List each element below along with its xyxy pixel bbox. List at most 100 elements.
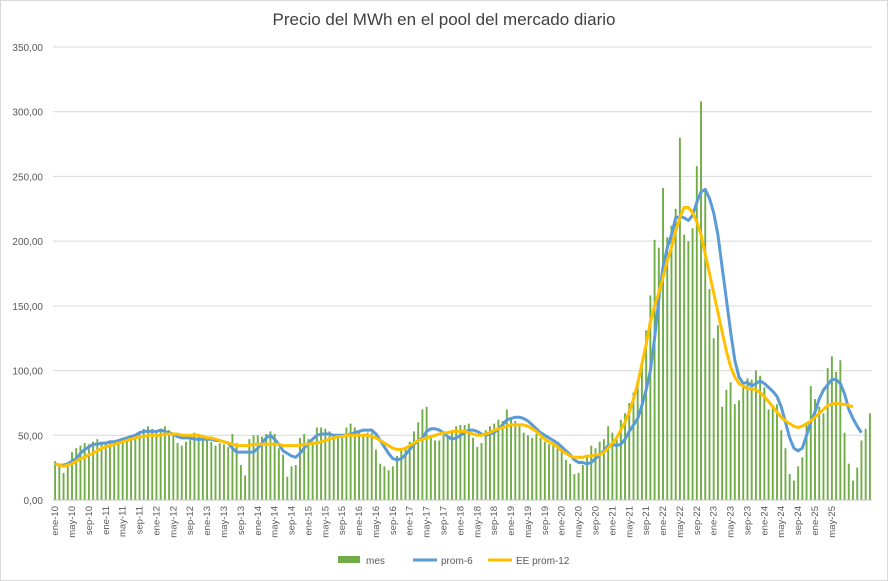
y-tick-label: 50,00 xyxy=(18,431,43,442)
bar-mes xyxy=(345,427,348,500)
bar-mes xyxy=(653,239,656,500)
x-tick-label: ene-19 xyxy=(506,506,517,536)
x-tick-label: sep-24 xyxy=(793,506,804,535)
x-tick-label: may-22 xyxy=(675,506,686,538)
bar-mes xyxy=(847,463,850,500)
bar-mes xyxy=(75,448,78,500)
bar-mes xyxy=(792,480,795,500)
x-tick-label: may-25 xyxy=(827,506,838,538)
bar-mes xyxy=(375,449,377,500)
y-tick-label: 250,00 xyxy=(12,172,43,183)
bar-mes xyxy=(602,439,605,500)
bar-mes xyxy=(227,446,230,500)
bar-mes xyxy=(315,427,318,500)
bar-mes xyxy=(518,426,521,500)
bar-mes xyxy=(421,409,424,500)
bar-mes xyxy=(809,386,812,500)
bar-mes xyxy=(417,422,420,500)
bar-mes xyxy=(636,383,639,500)
legend-label: mes xyxy=(366,556,385,567)
bar-mes xyxy=(66,466,69,500)
bar-mes xyxy=(71,452,73,500)
y-tick-label: 200,00 xyxy=(12,237,43,248)
bar-mes xyxy=(716,325,719,500)
x-tick-label: sep-15 xyxy=(337,506,348,535)
bar-mes xyxy=(683,234,686,500)
bar-mes xyxy=(763,387,766,500)
bar-mes xyxy=(704,189,707,500)
bar-mes xyxy=(839,360,842,500)
x-tick-label: sep-13 xyxy=(236,506,247,535)
bar-mes xyxy=(657,247,660,500)
bar-mes xyxy=(594,448,597,500)
bar-mes xyxy=(299,437,301,500)
bar-mes xyxy=(818,406,821,500)
bar-mes xyxy=(864,428,867,500)
bar-mes xyxy=(662,188,664,500)
bar-mes xyxy=(320,427,323,500)
bar-mes xyxy=(180,445,183,500)
bar-mes xyxy=(159,428,162,500)
line-ee-prom-12 xyxy=(54,206,854,468)
bar-mes xyxy=(138,431,141,500)
bar-mes xyxy=(814,399,816,500)
x-tick-label: sep-18 xyxy=(489,506,500,535)
x-tick-label: sep-11 xyxy=(135,506,146,534)
bar-mes xyxy=(62,472,65,500)
bar-mes xyxy=(269,431,272,500)
bar-mes xyxy=(214,445,217,500)
bar-mes xyxy=(303,433,306,500)
x-tick-label: sep-19 xyxy=(540,506,551,535)
bar-mes xyxy=(54,461,57,500)
bar-mes xyxy=(185,441,187,500)
bar-mes xyxy=(294,465,297,500)
bar-mes xyxy=(311,443,314,500)
x-tick-label: may-20 xyxy=(574,506,585,538)
bar-mes xyxy=(852,480,854,500)
bar-mes xyxy=(472,437,475,500)
x-tick-label: sep-12 xyxy=(185,506,196,535)
x-tick-label: ene-14 xyxy=(253,506,264,536)
x-tick-label: may-24 xyxy=(776,506,787,538)
bar-mes xyxy=(332,435,335,500)
bar-mes xyxy=(695,166,698,500)
bar-mes xyxy=(522,432,525,500)
chart-title: Precio del MWh en el pool del mercado di… xyxy=(272,10,616,29)
bar-mes xyxy=(611,432,614,500)
x-tick-label: may-14 xyxy=(270,506,281,538)
bar-mes xyxy=(484,430,487,500)
legend-label: EE prom-12 xyxy=(516,556,570,567)
bar-mes xyxy=(670,225,673,500)
x-tick-label: ene-20 xyxy=(557,506,568,536)
bar-mes xyxy=(113,440,116,500)
bar-mes xyxy=(822,413,825,500)
bar-mes xyxy=(543,441,546,500)
bar-mes xyxy=(805,424,808,500)
bar-mes xyxy=(746,378,749,500)
bar-mes xyxy=(581,465,584,500)
x-tick-label: may-12 xyxy=(168,506,179,538)
y-tick-label: 350,00 xyxy=(12,43,43,54)
bar-mes xyxy=(244,475,247,500)
bar-mes xyxy=(476,446,479,500)
x-tick-label: sep-16 xyxy=(388,506,399,535)
bar-mes xyxy=(784,448,787,500)
bar-mes xyxy=(130,436,133,500)
bar-mes xyxy=(797,466,800,500)
bar-mes xyxy=(366,432,369,500)
x-tick-label: sep-21 xyxy=(641,506,652,535)
bar-mes xyxy=(455,426,458,500)
bar-mes xyxy=(172,435,175,500)
bar-mes xyxy=(526,435,529,500)
bar-mes xyxy=(252,435,255,500)
bar-mes xyxy=(231,433,234,500)
legend-swatch xyxy=(338,556,360,563)
bar-mes xyxy=(501,421,504,500)
bar-mes xyxy=(830,356,833,500)
bar-mes xyxy=(531,437,534,500)
bar-mes xyxy=(324,428,327,500)
bar-mes xyxy=(151,428,154,500)
bar-mes xyxy=(497,419,500,500)
bar-mes xyxy=(79,445,82,500)
legend-label: prom-6 xyxy=(441,556,473,567)
